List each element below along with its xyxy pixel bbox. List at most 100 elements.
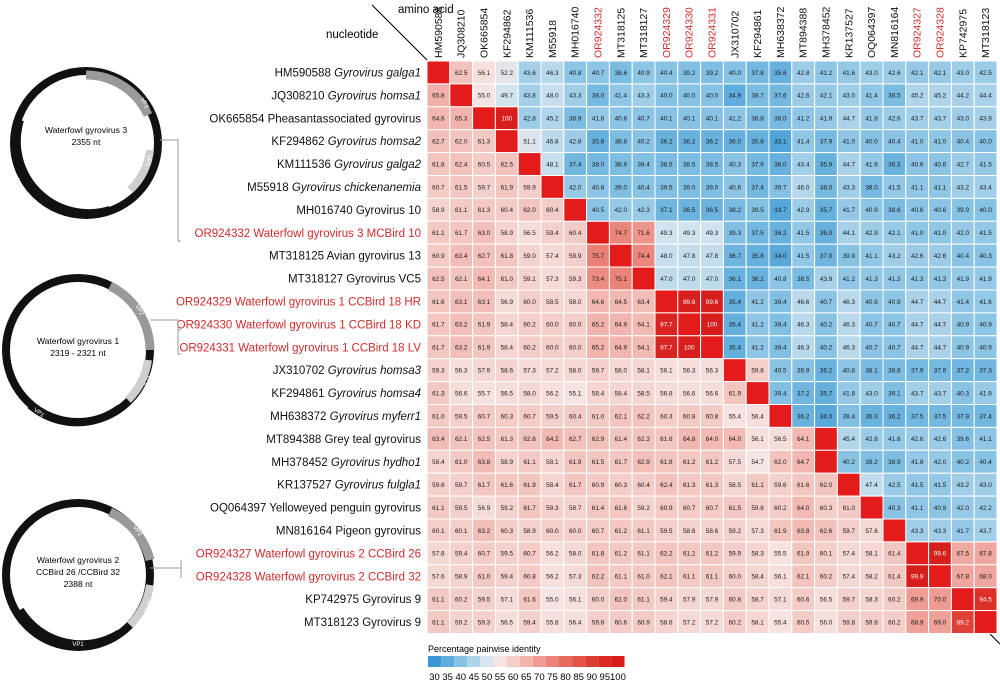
cell-value: 59.7 (455, 482, 468, 489)
row-virus-name: Gyrovirus homsa1 (328, 90, 421, 102)
cell-value: 60.4 (569, 230, 582, 237)
cell-value: 58.2 (865, 574, 878, 581)
cell-value: 61.4 (888, 551, 901, 558)
row-virus-name: Gyrovirus homsa2 (328, 136, 422, 148)
genome-diagram-wgv2: Waterfowl gyrovirus 2 CCBird 26 /CCBird … (2, 499, 155, 651)
cell-value: 61.5 (455, 184, 468, 191)
genome-title: Waterfowl gyrovirus 1 (37, 336, 120, 346)
cell-value: 35.8 (592, 138, 605, 145)
cell-value: 62.1 (797, 574, 810, 581)
row-accession: OR924327 (196, 548, 255, 560)
cell-value: 42.0 (957, 230, 970, 237)
cell-value: 43.0 (865, 70, 878, 77)
cell-value: 41.7 (843, 207, 856, 214)
cell-value: 49.7 (501, 93, 514, 100)
cell-value: 41.2 (843, 276, 856, 283)
cell-value: 41.5 (979, 161, 992, 168)
cell-value: 58.1 (546, 459, 559, 466)
cell-value: 40.4 (957, 138, 970, 145)
cell-value: 55.7 (478, 390, 491, 397)
cell-value: 99.6 (706, 299, 719, 306)
cell-value: 37.6 (774, 93, 787, 100)
cell-value: 59.9 (523, 184, 536, 191)
cell-value: 57.9 (683, 596, 696, 603)
column-label: MN816164 (889, 6, 901, 58)
orf-label-vp2: VP2 (139, 97, 150, 110)
cell-value: 61.1 (637, 596, 650, 603)
cell-value: 41.7 (957, 528, 970, 535)
legend-swatch (572, 656, 586, 667)
cell-value: 58.4 (546, 482, 559, 489)
row-virus-name: Waterfowl gyrovirus 1 CCBird 18 KD (235, 319, 421, 331)
cell-value: 59.0 (523, 253, 536, 260)
cell-value: 61.1 (432, 505, 445, 512)
genome-size: 2355 nt (72, 137, 101, 147)
cell-value: 42.0 (615, 207, 628, 214)
cell-value: 35.7 (820, 207, 833, 214)
cell-value: 63.8 (797, 528, 810, 535)
cell-value: 40.0 (660, 93, 673, 100)
row-virus-name: Gyrovirus VC5 (346, 274, 421, 286)
cell-value: 43.0 (957, 116, 970, 123)
cell-value: 60.7 (592, 528, 605, 535)
row-label: MN816164 Pigeon gyrovirus (276, 525, 421, 537)
cell-value: 61.8 (660, 459, 673, 466)
cell-value: 36.3 (888, 161, 901, 168)
cell-value: 40.3 (979, 253, 992, 260)
cell-value: 38.6 (888, 207, 901, 214)
cell-value: 56.5 (820, 596, 833, 603)
heatmap-cell (494, 129, 519, 154)
cell-value: 42.1 (934, 70, 947, 77)
row-virus-name: Gyrovirus chickenanemia (292, 182, 421, 194)
legend-title: Percentage pairwise identity (428, 644, 541, 654)
orf-vp2-arc (108, 507, 155, 562)
cell-value: 43.7 (934, 390, 947, 397)
cell-value: 39.3 (729, 230, 742, 237)
cell-value: 38.5 (797, 276, 810, 283)
cell-value: 49.3 (706, 230, 719, 237)
heatmap-cell (517, 152, 542, 177)
cell-value: 61.2 (615, 528, 628, 535)
cell-value: 58.9 (432, 207, 445, 214)
cell-value: 58.0 (523, 390, 536, 397)
cell-value: 40.8 (592, 184, 605, 191)
cell-value: 62.2 (660, 551, 673, 558)
cell-value: 60.7 (478, 413, 491, 420)
cell-value: 35.6 (774, 70, 787, 77)
cell-value: 59.6 (432, 482, 445, 489)
row-virus-name: Gyrovirus galga1 (334, 67, 421, 79)
cell-value: 37.9 (751, 161, 764, 168)
row-virus-name: Gyrovirus myferr1 (330, 411, 421, 423)
cell-value: 40.9 (979, 345, 992, 352)
genome-diagram-wgv1: Waterfowl gyrovirus 1 2319 - 2321 nt VP2… (2, 274, 155, 427)
cell-value: 44.7 (843, 116, 856, 123)
cell-value: 61.2 (706, 459, 719, 466)
cell-value: 61.6 (660, 436, 673, 443)
cell-value: 44.7 (843, 161, 856, 168)
cell-value: 40.7 (888, 345, 901, 352)
cell-value: 61.6 (797, 482, 810, 489)
cell-value: 58.0 (615, 367, 628, 374)
cell-value: 62.5 (501, 161, 514, 168)
cell-value: 60.6 (615, 619, 628, 626)
cell-value: 37.0 (820, 253, 833, 260)
cell-value: 46.3 (546, 70, 559, 77)
cell-value: 46.3 (797, 322, 810, 329)
cell-value: 45.4 (843, 436, 856, 443)
orf-vp2-arc (85, 70, 153, 117)
cell-value: 43.0 (979, 482, 992, 489)
cell-value: 56.9 (501, 299, 514, 306)
cell-value: 63.4 (432, 436, 445, 443)
cell-value: 40.4 (888, 138, 901, 145)
cell-value: 63.4 (637, 299, 650, 306)
cell-value: 62.1 (615, 413, 628, 420)
cell-value: 60.2 (523, 322, 536, 329)
heatmap-cell (836, 472, 861, 497)
column-label: JQ308210 (456, 9, 468, 58)
column-label: KM111536 (524, 9, 536, 58)
cell-value: 44.1 (843, 230, 856, 237)
cell-value: 40.8 (843, 367, 856, 374)
row-virus-name: Gyrovirus fulgla1 (335, 480, 421, 492)
orf-vp3-arc (127, 584, 154, 628)
cell-value: 40.6 (615, 116, 628, 123)
